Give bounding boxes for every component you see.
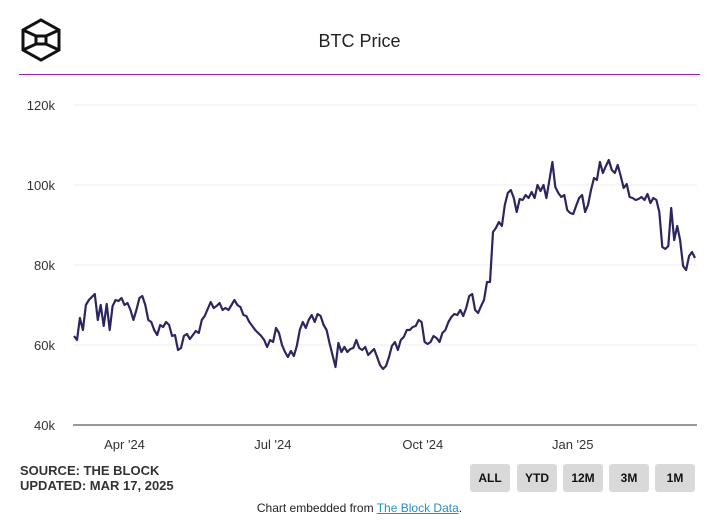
range-button-12m[interactable]: 12M [563, 464, 603, 492]
x-tick-label: Apr '24 [104, 437, 145, 452]
btc-price-chart: 120k 100k 80k 60k 40k Apr '24 Jul '24 Oct '24 J… [27, 98, 697, 452]
y-tick-label: 80k [34, 258, 55, 273]
footer-source-block: SOURCE: THE BLOCK UPDATED: MAR 17, 2025 [20, 463, 174, 493]
x-axis-ticks: Apr '24 Jul '24 Oct '24 Jan '25 [104, 437, 593, 452]
updated-label: UPDATED: MAR 17, 2025 [20, 478, 174, 493]
y-tick-label: 60k [34, 338, 55, 353]
range-button-all[interactable]: ALL [470, 464, 510, 492]
y-axis-ticks: 120k 100k 80k 60k 40k [27, 98, 56, 433]
embed-credit: Chart embedded from The Block Data. [0, 501, 719, 515]
grid-lines [73, 104, 697, 346]
y-tick-label: 40k [34, 418, 55, 433]
x-tick-label: Jul '24 [254, 437, 291, 452]
x-tick-label: Oct '24 [402, 437, 443, 452]
header-divider [19, 74, 700, 75]
the-block-data-link[interactable]: The Block Data [376, 501, 459, 515]
x-tick-label: Jan '25 [552, 437, 594, 452]
range-button-ytd[interactable]: YTD [517, 464, 557, 492]
y-tick-label: 100k [27, 178, 56, 193]
chart-title: BTC Price [318, 31, 401, 51]
the-block-logo-icon [21, 18, 61, 62]
embed-suffix: . [458, 501, 463, 515]
range-button-3m[interactable]: 3M [609, 464, 649, 492]
source-label: SOURCE: THE BLOCK [20, 463, 160, 478]
btc-price-line [73, 158, 696, 371]
range-button-1m[interactable]: 1M [655, 464, 695, 492]
embed-prefix: Chart embedded from [256, 501, 377, 515]
y-tick-label: 120k [27, 98, 56, 113]
